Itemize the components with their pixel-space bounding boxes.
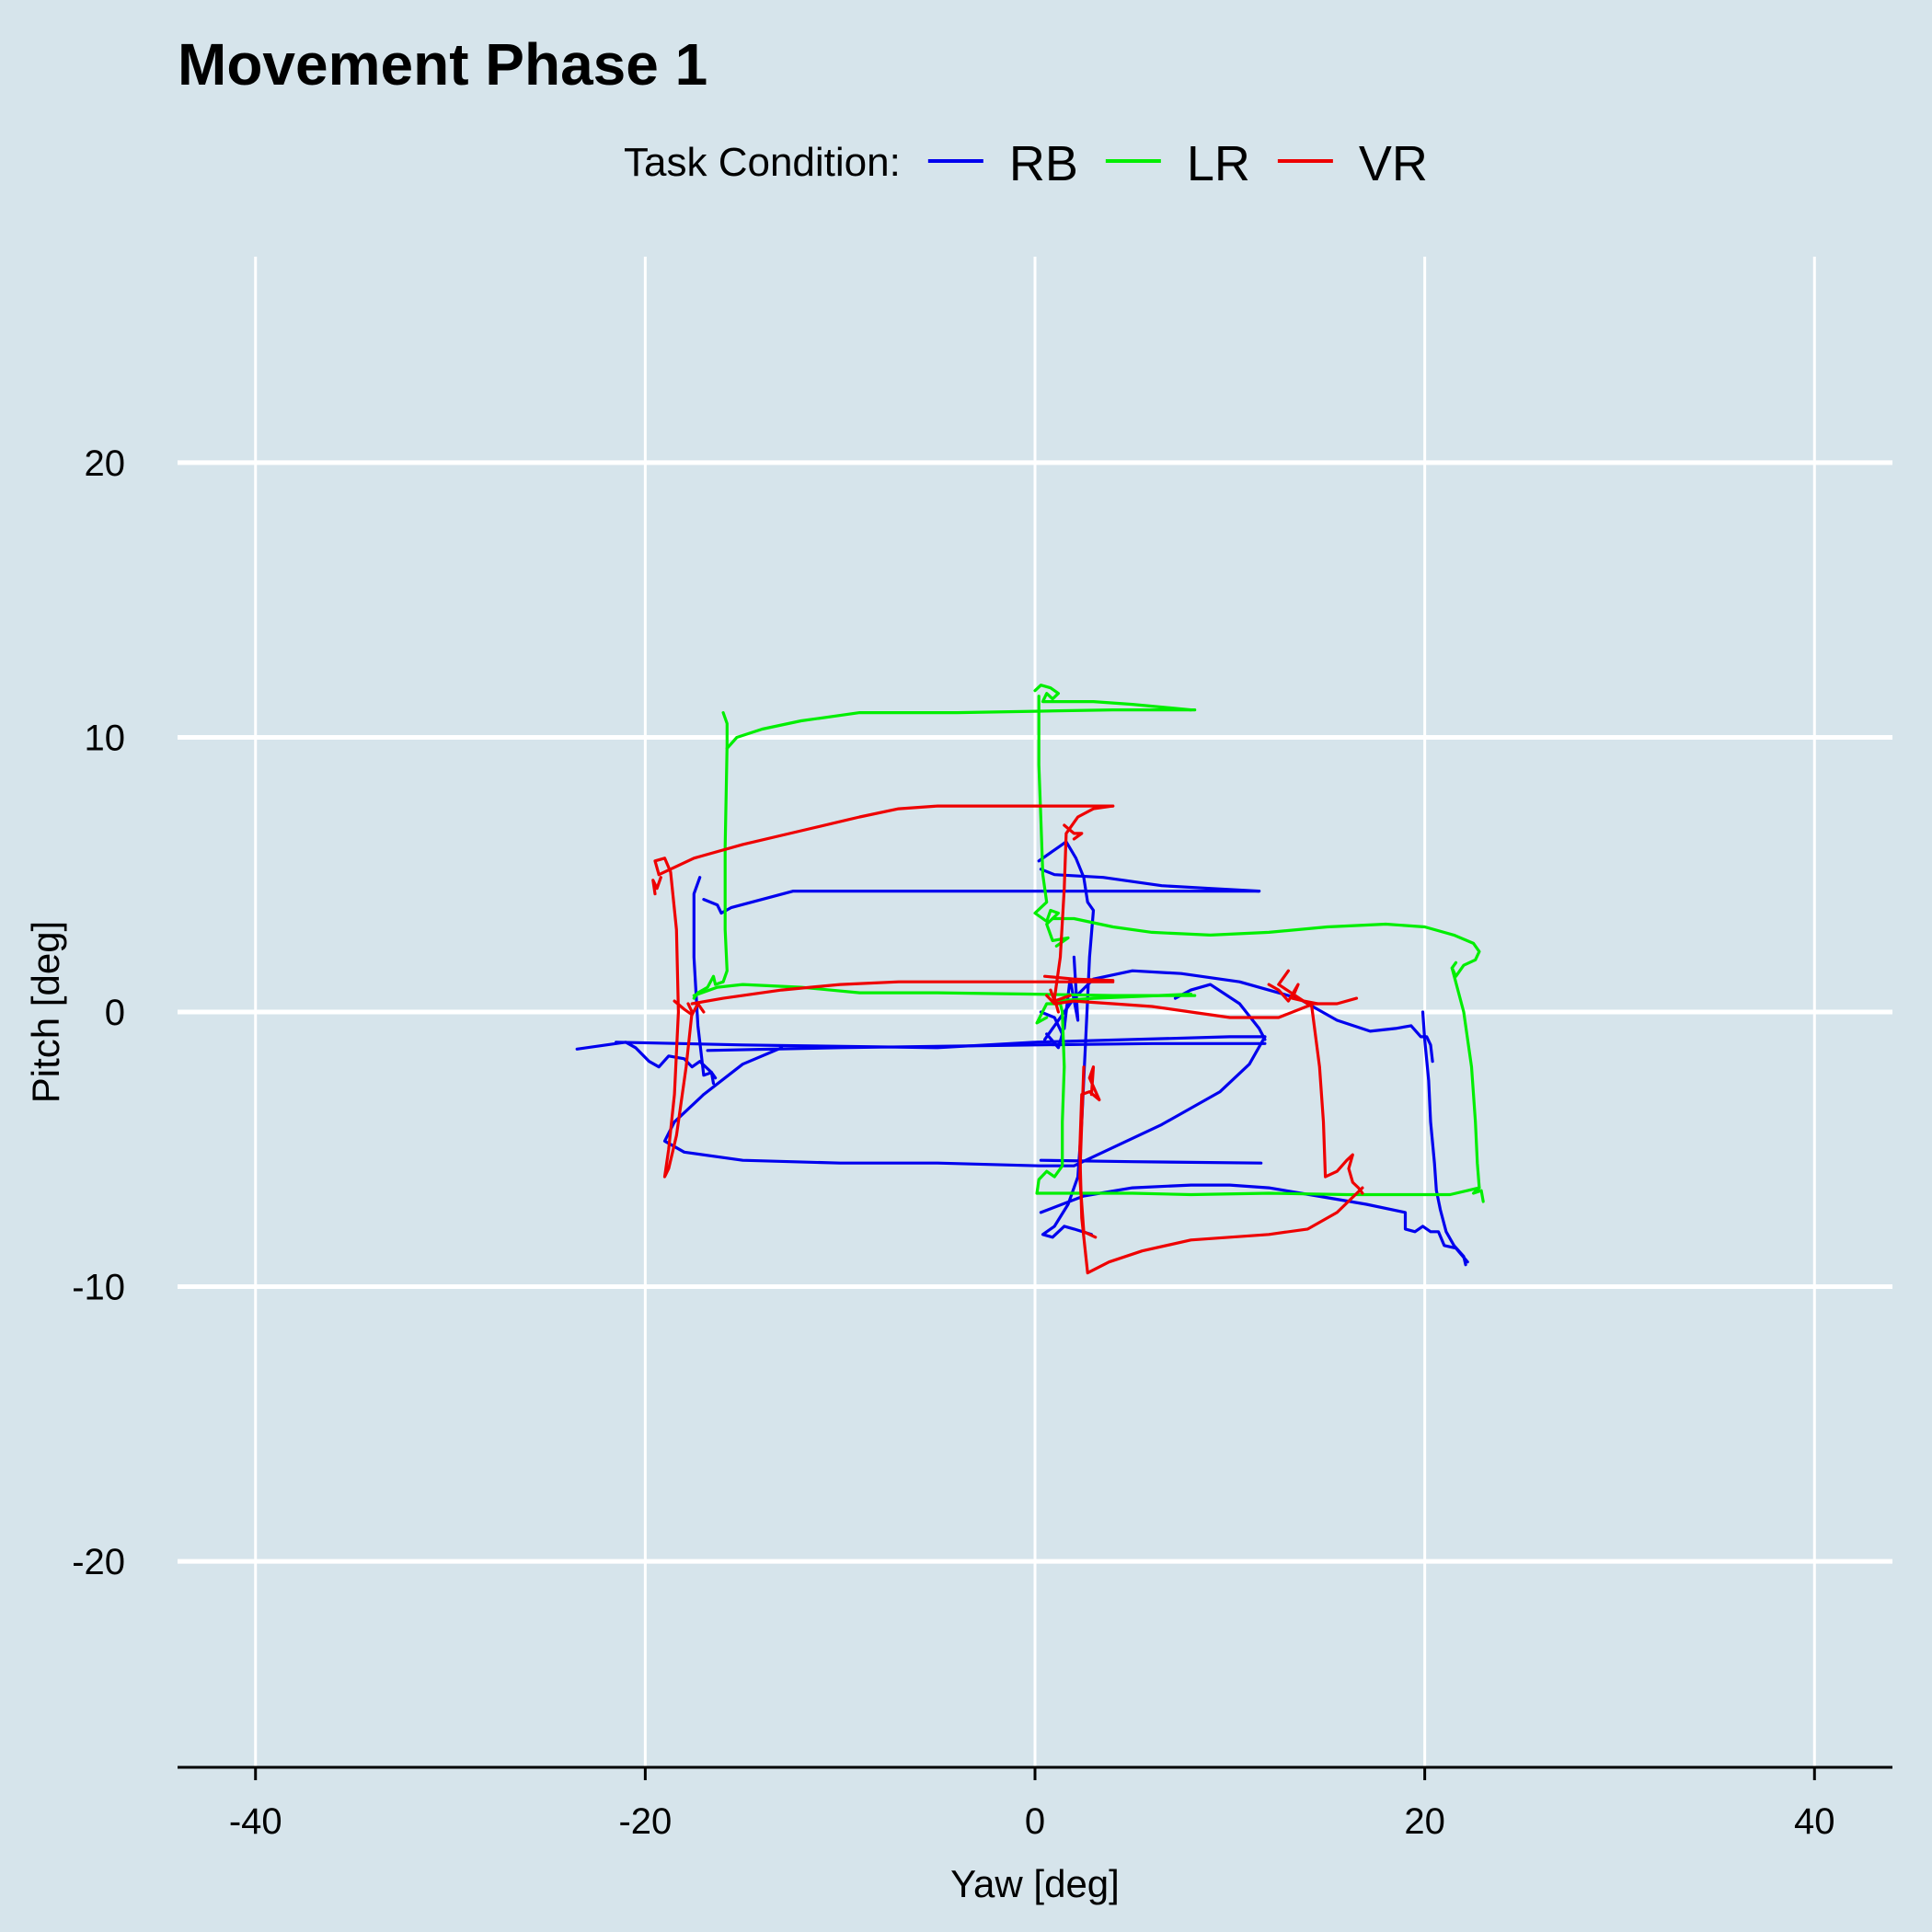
- series-rb-path-14: [1039, 1183, 1469, 1264]
- series-rb-path-2: [702, 889, 1261, 915]
- x-tick-label-20: 20: [1404, 1801, 1445, 1842]
- series-rb-path-5: [706, 1041, 1267, 1052]
- series-vr-path-11: [1277, 969, 1364, 1195]
- chart-title: Movement Phase 1: [178, 31, 707, 98]
- series-vr-path-5: [690, 980, 1115, 1006]
- series-lr-path-10: [1052, 992, 1193, 1003]
- series-lr-path-5: [1051, 916, 1481, 978]
- legend-label-lr: LR: [1187, 136, 1250, 191]
- legend-label-vr: VR: [1359, 136, 1428, 191]
- y-tick-label--20: -20: [72, 1542, 125, 1582]
- series-rb-path-6: [662, 1035, 1267, 1167]
- series-vr-path-14: [1049, 988, 1072, 1003]
- y-tick-label--10: -10: [72, 1268, 125, 1308]
- series-vr-path-8: [1042, 974, 1115, 983]
- axes: -40 -20 0 20 40 -20 -10 0 10 20: [72, 443, 1892, 1842]
- plot-area: [575, 684, 1485, 1275]
- series-vr-path-9: [1045, 994, 1359, 1019]
- x-tick-label-0: 0: [1025, 1801, 1045, 1842]
- legend-title: Task Condition:: [624, 140, 901, 185]
- series-vr-path-2: [657, 804, 1115, 877]
- series-lr-path-7: [1035, 1186, 1481, 1197]
- series-lr: [692, 684, 1485, 1203]
- series-lr-path-4: [1033, 695, 1070, 948]
- grid: [178, 257, 1892, 1767]
- y-tick-label-20: 20: [85, 443, 126, 484]
- x-axis-label: Yaw [deg]: [950, 1862, 1120, 1905]
- x-tick-label-40: 40: [1794, 1801, 1835, 1842]
- legend-label-rb: RB: [1009, 136, 1078, 191]
- series-lr-path-2: [725, 707, 1197, 751]
- series-lr-path-1: [692, 710, 729, 1000]
- series-vr-path-12: [1078, 1065, 1364, 1275]
- series-rb-path-4: [614, 1035, 1267, 1050]
- x-tick-label--40: -40: [229, 1801, 282, 1842]
- series-rb-path-15: [1063, 955, 1080, 1030]
- series-vr-path-13: [1078, 1065, 1098, 1239]
- series-rb-path-7: [1039, 1158, 1263, 1165]
- x-tick-label--20: -20: [618, 1801, 672, 1842]
- series-lr-path-8: [1035, 1002, 1066, 1195]
- series-vr: [651, 804, 1364, 1275]
- series-lr-path-6: [1450, 966, 1485, 1203]
- series-vr-path-4: [673, 999, 706, 1017]
- series-rb: [575, 840, 1469, 1267]
- series-rb-path-13: [1420, 1010, 1467, 1267]
- legend: Task Condition: RB LR VR: [624, 136, 1428, 191]
- series-rb-path-12: [1173, 983, 1267, 1041]
- y-axis-label: Pitch [deg]: [24, 921, 67, 1103]
- y-tick-label-0: 0: [105, 993, 125, 1033]
- series-vr-path-3: [651, 876, 662, 896]
- series-vr-path-1: [653, 857, 694, 1179]
- series-vr-path-7: [1063, 823, 1084, 841]
- series-lr-path-3: [1033, 684, 1193, 712]
- series-vr-path-6: [1052, 804, 1115, 1014]
- series-rb-path-9: [1039, 868, 1261, 893]
- y-tick-label-10: 10: [85, 718, 126, 758]
- series-lr-path-9: [692, 983, 1197, 997]
